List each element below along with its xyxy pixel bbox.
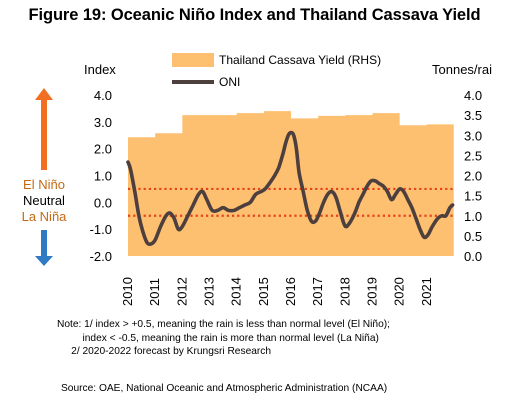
legend-line-label: ONI (219, 75, 240, 89)
x-tick-label: 2015 (256, 277, 271, 306)
chart-title: Figure 19: Oceanic Niño Index and Thaila… (28, 6, 481, 24)
x-tick-label: 2020 (392, 277, 407, 306)
la-nina-label: La Niña (22, 209, 68, 224)
left-axis-label: Index (84, 62, 116, 77)
cassava-yield-area (128, 111, 454, 256)
note-line: index < -0.5, meaning the rain is more t… (57, 332, 379, 344)
right-tick-label: 1.5 (464, 189, 482, 204)
axis-layer: -2.0 -1.0 0.0 1.0 2.0 3.0 4.0 0.0 0.5 1.0 1.5 2.0 2.… (90, 88, 482, 264)
note-line: Note: 1/ index > +0.5, meaning the rain … (57, 319, 390, 330)
source-note: Source: OAE, National Oceanic and Atmosp… (61, 383, 388, 394)
left-tick-label: 4.0 (94, 88, 112, 103)
x-tick-label: 2011 (147, 278, 162, 306)
cassava-yield-area-layer (128, 111, 454, 256)
oni-line-layer (126, 130, 455, 247)
right-tick-label: 3.0 (464, 128, 482, 143)
legend-area-swatch (172, 53, 214, 67)
x-tick-label: 2010 (120, 277, 135, 306)
x-tick-label: 2021 (419, 277, 434, 306)
right-tick-label: 4.0 (464, 88, 482, 103)
right-tick-label: 0.5 (464, 229, 482, 244)
x-tick-layer: 2010 2011 2012 2013 2014 2015 2016 2017 2018 2019… (120, 277, 434, 306)
x-tick-label: 2016 (283, 277, 298, 306)
right-tick-label: 1.0 (464, 209, 482, 224)
x-tick-label: 2019 (365, 277, 380, 306)
neutral-label: Neutral (23, 193, 65, 208)
el-nino-arrow (35, 88, 53, 170)
x-tick-label: 2013 (202, 277, 217, 306)
left-tick-label: -1.0 (90, 222, 112, 237)
left-tick-label: 3.0 (94, 115, 112, 130)
note-line: 2/ 2020-2022 forecast by Krungsri Resear… (57, 346, 272, 357)
left-tick-label: -2.0 (90, 249, 112, 264)
x-tick-label: 2018 (337, 277, 352, 306)
x-tick-label: 2014 (229, 277, 244, 306)
left-tick-label: 1.0 (94, 169, 112, 184)
right-axis-label: Tonnes/rai (432, 62, 492, 77)
oni-line (126, 130, 455, 247)
la-nina-arrow (35, 230, 53, 266)
x-tick-label: 2017 (310, 277, 325, 306)
legend-area-label: Thailand Cassava Yield (RHS) (219, 53, 381, 67)
el-nino-label: El Niño (23, 177, 65, 192)
right-tick-label: 2.0 (464, 169, 482, 184)
notes: Note: 1/ index > +0.5, meaning the rain … (57, 318, 390, 359)
right-tick-label: 0.0 (464, 249, 482, 264)
right-tick-label: 3.5 (464, 108, 482, 123)
right-tick-label: 2.5 (464, 148, 482, 163)
left-tick-label: 2.0 (94, 142, 112, 157)
x-tick-label: 2012 (174, 277, 189, 306)
left-tick-label: 0.0 (94, 195, 112, 210)
